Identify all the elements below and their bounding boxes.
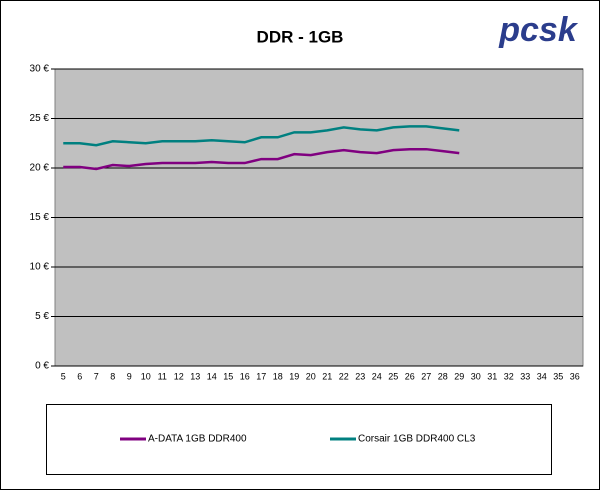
series-line — [63, 125, 460, 147]
x-tick-label: 16 — [240, 371, 250, 381]
x-tick-label: 21 — [322, 371, 332, 381]
x-tick-label: 31 — [487, 371, 497, 381]
y-tick-label: 5 € — [35, 311, 49, 322]
legend-label: Corsair 1GB DDR400 CL3 — [358, 434, 476, 445]
y-tick-label: 10 € — [30, 262, 50, 273]
x-tick-label: 33 — [520, 371, 530, 381]
x-tick-label: 26 — [405, 371, 415, 381]
x-tick-label: 27 — [421, 371, 431, 381]
x-tick-label: 19 — [289, 371, 299, 381]
x-tick-label: 10 — [141, 371, 151, 381]
x-tick-label: 20 — [306, 371, 316, 381]
x-tick-label: 29 — [454, 371, 464, 381]
x-tick-label: 25 — [388, 371, 398, 381]
x-tick-label: 18 — [273, 371, 283, 381]
x-tick-label: 9 — [127, 371, 132, 381]
x-tick-label: 32 — [504, 371, 514, 381]
x-tick-label: 14 — [207, 371, 217, 381]
y-tick-label: 20 € — [30, 163, 50, 174]
x-tick-label: 12 — [174, 371, 184, 381]
y-tick-label: 30 € — [30, 64, 50, 75]
x-tick-label: 17 — [256, 371, 266, 381]
x-tick-label: 23 — [355, 371, 365, 381]
x-tick-label: 11 — [158, 371, 167, 381]
x-tick-label: 30 — [471, 371, 481, 381]
x-tick-label: 5 — [61, 371, 66, 381]
x-tick-label: 28 — [438, 371, 448, 381]
y-tick-label: 0 € — [35, 361, 49, 372]
x-tick-label: 35 — [553, 371, 563, 381]
x-tick-label: 8 — [110, 371, 115, 381]
x-tick-label: 22 — [339, 371, 349, 381]
series-line — [63, 147, 460, 171]
chart-title: DDR - 1GB — [257, 27, 344, 46]
x-tick-label: 13 — [190, 371, 200, 381]
x-tick-label: 15 — [223, 371, 233, 381]
x-tick-label: 7 — [94, 371, 99, 381]
x-tick-label: 6 — [77, 371, 82, 381]
x-tick-label: 34 — [537, 371, 547, 381]
x-tick-label: 36 — [570, 371, 580, 381]
y-tick-label: 15 € — [30, 212, 50, 223]
logo: pcsk — [498, 11, 579, 49]
y-tick-label: 25 € — [30, 113, 50, 124]
legend-label: A-DATA 1GB DDR400 — [148, 434, 247, 445]
x-tick-label: 24 — [372, 371, 382, 381]
